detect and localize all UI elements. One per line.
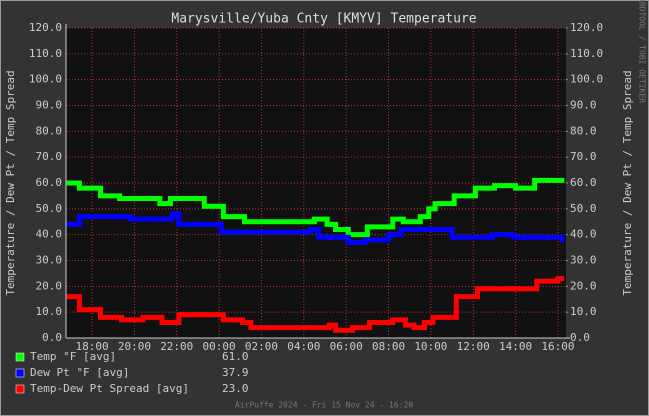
x-tick-label: 22:00 xyxy=(160,340,193,353)
y-axis-label: Temperature / Dew Pt / Temp Spread xyxy=(4,70,17,295)
legend-swatch xyxy=(15,368,25,378)
legend-swatch xyxy=(15,384,25,394)
y2-tick-label: 110.0 xyxy=(570,47,603,60)
y-tick-label: 120.0 xyxy=(29,21,62,34)
y-tick-label: 20.0 xyxy=(36,279,63,292)
y2-tick-label: 120.0 xyxy=(570,21,603,34)
x-tick-label: 08:00 xyxy=(372,340,405,353)
y2-tick-label: 50.0 xyxy=(570,202,597,215)
y-tick-label: 10.0 xyxy=(36,305,63,318)
y-tick-label: 100.0 xyxy=(29,73,62,86)
x-tick-label: 12:00 xyxy=(457,340,490,353)
x-tick-label: 20:00 xyxy=(118,340,151,353)
x-tick-label: 18:00 xyxy=(75,340,108,353)
y2-tick-label: 40.0 xyxy=(570,228,597,241)
y2-tick-label: 70.0 xyxy=(570,150,597,163)
y2-tick-label: 90.0 xyxy=(570,99,597,112)
y2-tick-label: 60.0 xyxy=(570,176,597,189)
y2-axis-label: Temperature / Dew Pt / Temp Spread xyxy=(621,70,634,295)
legend-value: 37.9 xyxy=(222,366,249,379)
series-line xyxy=(66,211,565,245)
legend-label: Dew Pt °F [avg] xyxy=(30,366,129,379)
series-line xyxy=(66,276,565,333)
y-tick-label: 40.0 xyxy=(36,228,63,241)
chart-title: Marysville/Yuba Cnty [KMYV] Temperature xyxy=(171,12,476,27)
y-tick-label: 0.0 xyxy=(42,331,62,344)
legend-value: 61.0 xyxy=(222,350,249,363)
y-tick-label: 90.0 xyxy=(36,99,63,112)
y2-tick-label: 100.0 xyxy=(570,73,603,86)
side-text: RRDTOOL / TOBI OETIKER xyxy=(638,0,647,103)
legend-value: 23.0 xyxy=(222,382,249,395)
footer: AirPuffe 2024 - Fri 15 Nov 24 - 16:20 xyxy=(235,401,413,410)
x-tick-label: 16:00 xyxy=(541,340,574,353)
y2-tick-label: 10.0 xyxy=(570,305,597,318)
y2-tick-label: 30.0 xyxy=(570,254,597,267)
x-tick-label: 14:00 xyxy=(499,340,532,353)
x-tick-label: 00:00 xyxy=(203,340,236,353)
y2-tick-label: 20.0 xyxy=(570,279,597,292)
series-line xyxy=(66,177,565,238)
legend-label: Temp °F [avg] xyxy=(30,350,116,363)
legend-swatch xyxy=(15,352,25,362)
y2-tick-label: 0.0 xyxy=(570,331,590,344)
y-tick-label: 60.0 xyxy=(36,176,63,189)
x-tick-label: 06:00 xyxy=(330,340,363,353)
y-tick-label: 80.0 xyxy=(36,124,63,137)
y-tick-label: 50.0 xyxy=(36,202,63,215)
y-tick-label: 70.0 xyxy=(36,150,63,163)
legend-label: Temp-Dew Pt Spread [avg] xyxy=(30,382,189,395)
x-tick-label: 10:00 xyxy=(414,340,447,353)
x-tick-label: 02:00 xyxy=(245,340,278,353)
x-tick-label: 04:00 xyxy=(287,340,320,353)
y-tick-label: 30.0 xyxy=(36,254,63,267)
y-tick-label: 110.0 xyxy=(29,47,62,60)
y2-tick-label: 80.0 xyxy=(570,124,597,137)
